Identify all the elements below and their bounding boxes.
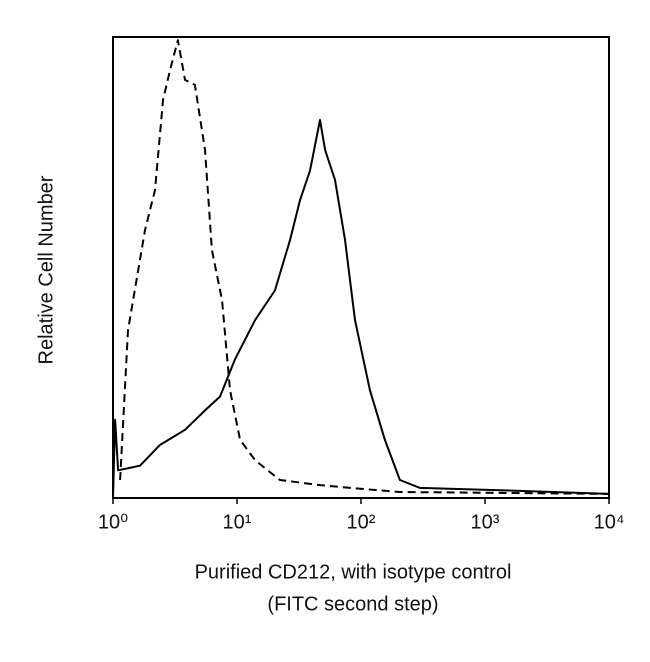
x-tick-label: 10⁰ bbox=[98, 511, 128, 533]
x-tick-label: 10⁴ bbox=[594, 511, 625, 533]
x-axis-subtitle: (FITC second step) bbox=[267, 593, 438, 615]
x-axis-title: Purified CD212, with isotype control bbox=[195, 561, 512, 583]
x-tick-label: 10³ bbox=[471, 511, 500, 533]
histogram-line bbox=[119, 39, 610, 495]
y-axis-title: Relative Cell Number bbox=[35, 175, 57, 364]
histogram-line bbox=[112, 119, 610, 499]
x-tick-label: 10² bbox=[347, 511, 376, 533]
x-tick-label: 10¹ bbox=[223, 511, 252, 533]
